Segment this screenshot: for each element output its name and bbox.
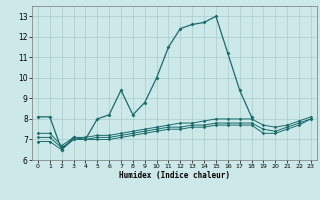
X-axis label: Humidex (Indice chaleur): Humidex (Indice chaleur) xyxy=(119,171,230,180)
